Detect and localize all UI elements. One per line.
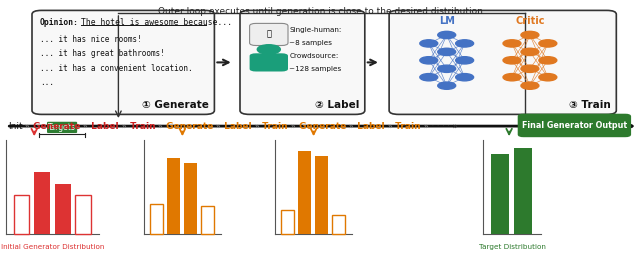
Text: »: » bbox=[155, 122, 163, 131]
Bar bbox=[35, 172, 50, 234]
Bar bbox=[281, 210, 294, 234]
Text: »: » bbox=[421, 122, 429, 131]
Text: »: » bbox=[252, 122, 259, 131]
Text: 👍: 👍 bbox=[266, 30, 271, 39]
Text: Single-human:: Single-human: bbox=[289, 27, 342, 33]
Circle shape bbox=[420, 57, 438, 64]
Circle shape bbox=[539, 74, 557, 81]
Circle shape bbox=[539, 40, 557, 47]
FancyBboxPatch shape bbox=[250, 53, 288, 72]
Circle shape bbox=[539, 57, 557, 64]
Circle shape bbox=[438, 48, 456, 55]
Circle shape bbox=[521, 31, 539, 38]
Bar bbox=[298, 151, 311, 234]
Text: Generate: Generate bbox=[296, 122, 346, 131]
Circle shape bbox=[503, 57, 521, 64]
Text: »: » bbox=[288, 122, 296, 131]
Text: Label: Label bbox=[88, 122, 119, 131]
Circle shape bbox=[503, 40, 521, 47]
Circle shape bbox=[503, 74, 521, 81]
Text: LM: LM bbox=[439, 16, 454, 26]
Text: Final Generator Output: Final Generator Output bbox=[522, 121, 627, 130]
Text: ... it has great bathrooms!: ... it has great bathrooms! bbox=[40, 49, 164, 58]
Text: ~128 samples: ~128 samples bbox=[289, 66, 342, 72]
Text: ...: ... bbox=[40, 78, 54, 87]
Bar bbox=[184, 163, 197, 234]
Text: Target Distribution: Target Distribution bbox=[479, 244, 545, 250]
Bar bbox=[13, 195, 29, 234]
Circle shape bbox=[438, 82, 456, 89]
Text: Train: Train bbox=[259, 122, 288, 131]
Circle shape bbox=[521, 82, 539, 89]
Text: ~8 samples: ~8 samples bbox=[289, 40, 332, 46]
Text: ② Label: ② Label bbox=[316, 101, 360, 110]
Bar bbox=[76, 195, 91, 234]
Text: ① Generate: ① Generate bbox=[143, 101, 209, 110]
FancyBboxPatch shape bbox=[518, 114, 630, 136]
Text: »: » bbox=[385, 122, 392, 131]
Circle shape bbox=[456, 40, 474, 47]
Text: Targets: Targets bbox=[48, 123, 76, 132]
Bar bbox=[316, 157, 328, 234]
Text: ... it has a convenient location.: ... it has a convenient location. bbox=[40, 64, 192, 73]
Text: Generate: Generate bbox=[30, 122, 81, 131]
FancyBboxPatch shape bbox=[250, 23, 288, 46]
FancyBboxPatch shape bbox=[240, 10, 365, 114]
Text: Train: Train bbox=[392, 122, 421, 131]
Text: »: » bbox=[22, 122, 30, 131]
Text: · · · · »: · · · · » bbox=[429, 122, 458, 131]
Circle shape bbox=[420, 40, 438, 47]
Circle shape bbox=[521, 48, 539, 55]
FancyBboxPatch shape bbox=[389, 10, 616, 114]
Text: »: » bbox=[81, 122, 88, 131]
Text: »: » bbox=[119, 122, 127, 131]
Bar bbox=[492, 154, 509, 234]
Circle shape bbox=[456, 74, 474, 81]
Bar bbox=[150, 204, 163, 234]
Text: Initial Generator Distribution: Initial Generator Distribution bbox=[1, 244, 104, 250]
Text: ... it has nice rooms!: ... it has nice rooms! bbox=[40, 35, 141, 44]
FancyBboxPatch shape bbox=[32, 10, 214, 114]
Text: ③ Train: ③ Train bbox=[570, 101, 611, 110]
Text: Outer loop executes until generation is close to the desired distribution: Outer loop executes until generation is … bbox=[157, 6, 483, 16]
Bar bbox=[332, 215, 346, 234]
Bar bbox=[515, 148, 532, 234]
Text: Opinion:: Opinion: bbox=[40, 18, 79, 27]
Circle shape bbox=[521, 65, 539, 72]
Text: Train: Train bbox=[127, 122, 155, 131]
Bar bbox=[201, 206, 214, 234]
Circle shape bbox=[438, 65, 456, 72]
Circle shape bbox=[438, 31, 456, 38]
Text: Label: Label bbox=[354, 122, 385, 131]
Circle shape bbox=[257, 45, 280, 54]
Text: Generate: Generate bbox=[163, 122, 213, 131]
Text: Label: Label bbox=[221, 122, 252, 131]
Bar bbox=[55, 184, 70, 234]
Text: The hotel is awesome because...: The hotel is awesome because... bbox=[81, 18, 232, 27]
Circle shape bbox=[456, 57, 474, 64]
Bar bbox=[167, 158, 180, 234]
Circle shape bbox=[420, 74, 438, 81]
Text: Crowdsource:: Crowdsource: bbox=[289, 53, 339, 59]
Text: Critic: Critic bbox=[515, 16, 545, 26]
Text: Init: Init bbox=[8, 122, 22, 131]
Text: »: » bbox=[346, 122, 354, 131]
Text: »: » bbox=[213, 122, 221, 131]
